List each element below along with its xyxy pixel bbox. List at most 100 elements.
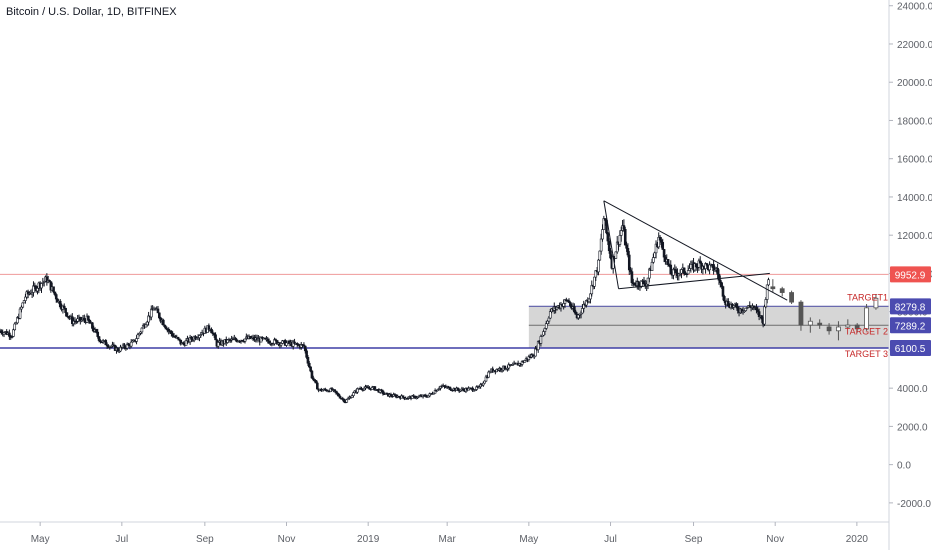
candle-body [637,281,640,287]
y-tick-label: 20000.0 [897,78,932,89]
candle-body [648,268,651,279]
candle-body [91,322,94,329]
candle-body [303,345,307,352]
candle-body [682,267,686,274]
candle-body [401,395,405,398]
candle-body [12,329,15,337]
candle-body [144,324,148,328]
x-tick-label: May [519,534,538,545]
candle-body [40,283,43,289]
candle-body [96,331,100,337]
candle-body [162,319,165,326]
candle-body [662,249,666,258]
candle-body [314,380,318,384]
candle-body [309,366,312,372]
candle-body [723,296,726,302]
candle-body [373,386,377,391]
candle-body [614,251,618,259]
price-tag-label: 6100.5 [895,344,926,355]
candle-body [745,307,749,309]
price-tag-label: 8279.8 [895,302,926,313]
candle-body [97,336,101,341]
price-tag-label: 9952.9 [895,270,926,281]
candle-body [542,331,545,336]
candle-body [267,340,271,344]
candle-body [680,269,683,274]
candle-body [243,338,247,342]
candle-body [216,342,220,347]
candle-body [590,285,594,295]
candle-body [311,377,315,380]
candle-body [546,320,549,324]
candle-body [316,382,319,390]
candle-body [622,225,626,230]
candle-body [125,343,129,349]
candle-body [266,338,270,342]
candle-body [755,307,758,311]
candle-body [345,399,349,403]
candle-body [123,344,126,348]
candle-body [448,386,452,390]
x-tick-label: Nov [278,534,296,545]
x-tick-label: 2020 [846,534,869,545]
y-tick-label: 0.0 [897,461,911,472]
candle-body [24,296,27,301]
price-tag [890,317,931,334]
candle-body [658,237,662,241]
candle-body [666,259,670,266]
target-label: TARGET 3 [845,349,888,359]
candle-body [48,280,51,282]
candle-body [352,392,355,396]
y-tick-label: 12000.0 [897,231,932,242]
candle-body [511,364,515,366]
candle-body [433,390,437,394]
candle-body [669,264,673,275]
candle-body [333,389,337,392]
candle-body [601,229,604,240]
price-tag [890,266,931,283]
candle-body [760,315,764,320]
candle-body [499,367,503,371]
candle-body [52,286,55,293]
candle-body [42,281,46,283]
candle-body [145,321,149,326]
y-tick-label: 24000.0 [897,2,932,13]
candle-body [653,252,657,258]
projection-candle [854,324,860,330]
candle-body [587,298,591,303]
candle-body [484,376,488,382]
candle-body [13,323,17,331]
candle-body [149,308,153,318]
candle-body [338,395,342,399]
candle-body [285,342,288,346]
candle-body [214,334,217,341]
candle-body [735,303,738,307]
x-tick-label: Sep [196,534,214,545]
candle-body [626,247,630,256]
candle-body [156,308,160,314]
candle-body [22,300,26,304]
candle-body [562,303,565,307]
candle-body [767,279,770,286]
projection-candle [779,288,785,293]
candle-body [736,306,740,311]
candle-body [705,263,709,266]
candle-body [757,311,761,317]
candle-body [199,334,203,336]
triangle-left-edge [603,200,620,289]
candle-body [428,393,432,397]
target-label: TARGET1 [847,292,888,302]
candle-body [543,328,547,332]
x-tick-label: Nov [766,534,784,545]
projection-candle [770,286,776,290]
candle-body [171,333,175,337]
x-tick-label: Mar [439,534,457,545]
candle-body [625,244,628,249]
candle-body [36,288,39,292]
candle-body [483,380,486,384]
candle-body [307,362,311,368]
y-tick-label: 18000.0 [897,116,932,127]
